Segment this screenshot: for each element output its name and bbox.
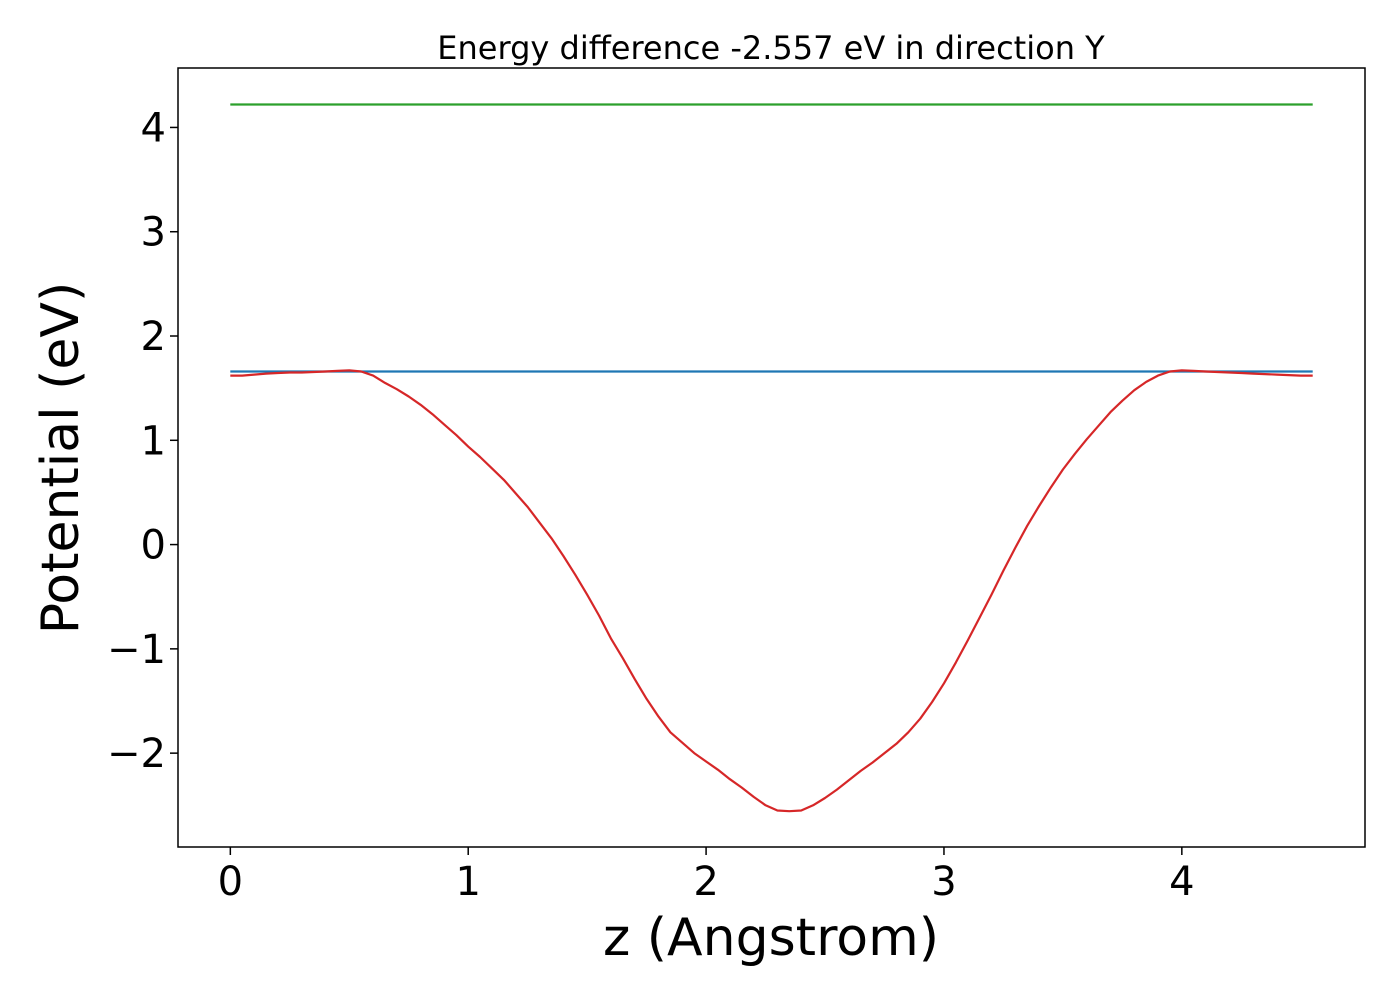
x-tick-label: 2 — [693, 859, 718, 905]
chart-title: Energy difference -2.557 eV in direction… — [437, 29, 1105, 67]
x-axis-label: z (Angstrom) — [603, 908, 939, 968]
x-tick-label: 1 — [455, 859, 480, 905]
y-tick-label: −1 — [107, 627, 166, 673]
plot-area-frame — [177, 67, 1366, 848]
x-tick-label: 3 — [931, 859, 956, 905]
y-axis-label: Potential (eV) — [31, 282, 91, 634]
y-tick-label: 2 — [141, 314, 166, 360]
y-tick-label: 3 — [141, 210, 166, 256]
x-tick-label: 4 — [1169, 859, 1194, 905]
series-lines — [230, 103, 1313, 813]
y-tick-label: −2 — [107, 731, 166, 777]
y-axis-ticks: −2 −1 0 1 2 3 4 — [107, 105, 178, 777]
x-tick-label: 0 — [218, 859, 243, 905]
y-tick-label: 1 — [141, 418, 166, 464]
y-tick-label: 4 — [141, 105, 166, 151]
x-axis-ticks: 0 1 2 3 4 — [218, 847, 1195, 905]
series-line-2 — [230, 369, 1313, 813]
y-tick-label: 0 — [141, 523, 166, 569]
